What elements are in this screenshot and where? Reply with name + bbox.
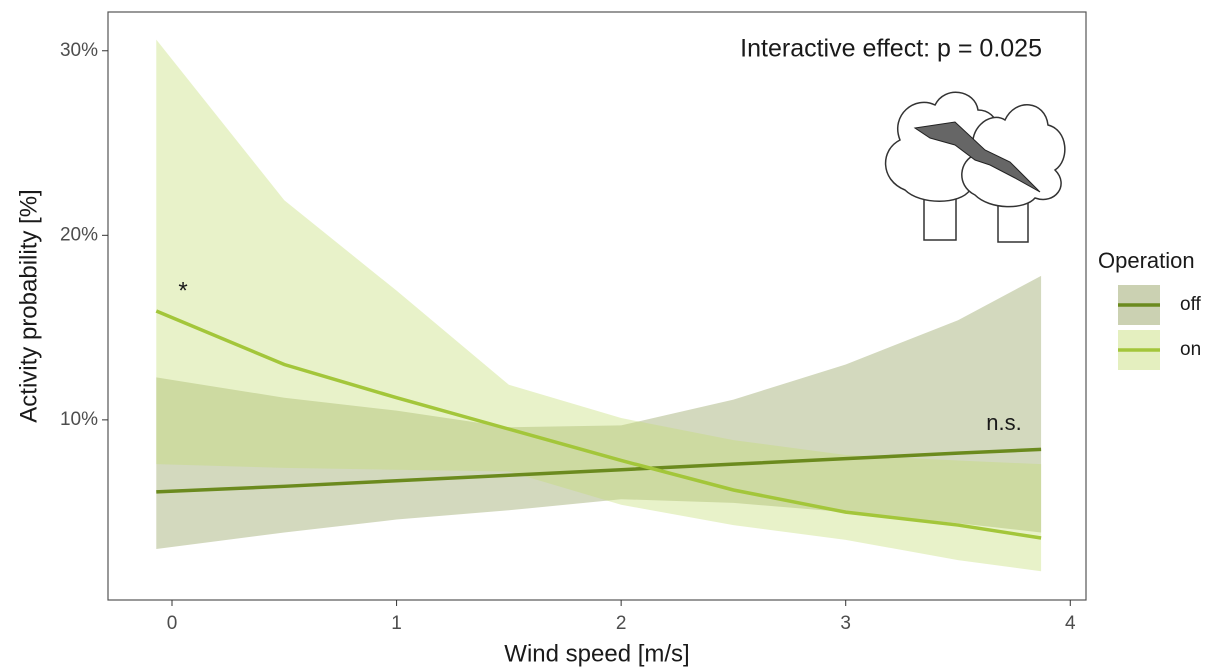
x-tick-label: 0 [167, 613, 178, 634]
lines [155, 309, 1042, 540]
line [155, 309, 1042, 540]
legend-label: off [1180, 294, 1202, 315]
x-tick-label: 2 [616, 613, 627, 634]
significance-label: * [178, 277, 187, 304]
y-tick-label: 30% [60, 40, 98, 61]
y-tick-label: 20% [60, 224, 98, 245]
x-tick-label: 4 [1065, 613, 1076, 634]
confidence-band [156, 39, 1042, 572]
y-tick-label: 10% [60, 409, 98, 430]
legend-label: on [1180, 339, 1201, 360]
x-tick-label: 3 [840, 613, 851, 634]
x-tick-label: 1 [391, 613, 402, 634]
significance-label: n.s. [986, 410, 1021, 435]
legend-title: Operation [1098, 248, 1195, 273]
annotation: Interactive effect: p = 0.025 [740, 35, 1042, 63]
y-axis-label: Activity probability [%] [15, 189, 42, 422]
illustration [884, 91, 1066, 243]
x-axis-label: Wind speed [m/s] [504, 640, 689, 667]
line [156, 447, 1042, 494]
